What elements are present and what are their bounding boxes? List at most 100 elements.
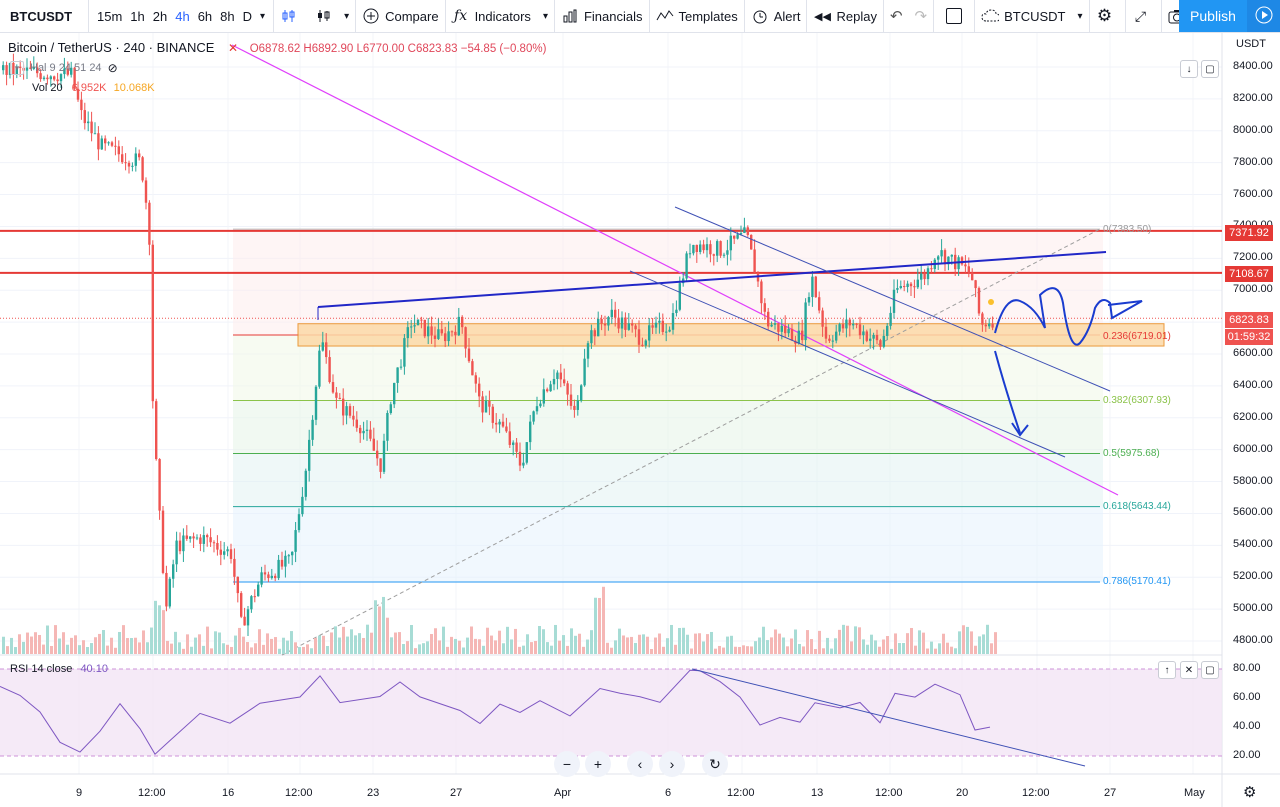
- volume-bar: [538, 625, 541, 654]
- alert-button[interactable]: Alert: [743, 0, 807, 33]
- volume-bar: [974, 645, 977, 654]
- templates-button[interactable]: Templates: [648, 0, 744, 33]
- volume-bar: [502, 643, 505, 654]
- study-legend-line: ▾ Hal 9 24 51 24 ⊘: [10, 61, 118, 75]
- volume-bar: [146, 642, 149, 654]
- maximize-rsi-button[interactable]: ▢: [1201, 661, 1219, 679]
- timeframe-d[interactable]: D: [242, 8, 253, 24]
- layout-save-button[interactable]: BTCUSDT ▾: [974, 0, 1088, 33]
- publish-button[interactable]: Publish: [1179, 0, 1247, 32]
- timeframe-4h[interactable]: 4h: [175, 8, 190, 24]
- candle-body: [678, 283, 681, 310]
- volume-bar: [658, 633, 661, 654]
- candle-body: [620, 317, 624, 329]
- rsi-tick: 20.00: [1233, 749, 1261, 761]
- candle-body: [699, 244, 702, 252]
- timeframe-2h[interactable]: 2h: [152, 8, 168, 24]
- candle-body: [886, 325, 889, 336]
- timeframe-1h[interactable]: 1h: [130, 8, 145, 24]
- redo-button[interactable]: ↷: [909, 0, 934, 33]
- volume-bar: [918, 630, 921, 654]
- timeframe-6h[interactable]: 6h: [197, 8, 213, 24]
- timeframe-8h[interactable]: 8h: [220, 8, 235, 24]
- volume-bar: [614, 640, 617, 654]
- volume-bar: [102, 630, 105, 654]
- time-tick: 12:00: [138, 787, 166, 799]
- candle-body: [807, 297, 811, 303]
- candle-body: [865, 331, 868, 341]
- volume-bar: [434, 628, 437, 654]
- price-tick: 5600.00: [1233, 506, 1273, 519]
- undo-button[interactable]: ↶: [882, 0, 909, 33]
- candle-body: [875, 335, 879, 341]
- time-axis-settings-icon[interactable]: ⚙: [1243, 784, 1257, 801]
- chevron-down-icon[interactable]: ▾: [542, 10, 548, 22]
- close-x-icon[interactable]: ✕: [228, 41, 239, 55]
- settings-button[interactable]: ⚙: [1088, 0, 1125, 33]
- candle-body: [627, 323, 630, 330]
- reset-chart-button[interactable]: ↻: [702, 751, 728, 777]
- chart-style-button[interactable]: [273, 0, 309, 33]
- fullscreen-layout-button[interactable]: [933, 0, 974, 33]
- eye-slash-icon[interactable]: ⊘: [107, 61, 118, 75]
- fullscreen-button[interactable]: ⤢: [1124, 0, 1161, 33]
- candle-body: [729, 235, 732, 251]
- scroll-down-button[interactable]: ↓: [1180, 60, 1198, 78]
- timeframe-15m[interactable]: 15m: [97, 8, 123, 24]
- candle-body: [19, 66, 22, 68]
- volume-bar: [110, 637, 113, 654]
- volume-bar: [786, 646, 789, 654]
- candle-body: [610, 309, 613, 318]
- volume-bar: [282, 637, 285, 654]
- candle-body: [314, 386, 318, 420]
- volume-bar: [158, 605, 161, 654]
- candle-body: [926, 268, 930, 280]
- candle-body: [87, 121, 90, 124]
- chevron-down-icon: ▾: [1077, 10, 1083, 22]
- expand-icon: ⤢: [1134, 7, 1147, 24]
- candle-body: [389, 404, 392, 413]
- zoom-in-button[interactable]: +: [585, 751, 611, 777]
- candle-body: [76, 88, 80, 100]
- indicators-button[interactable]: ƒx Indicators ▾: [444, 0, 554, 33]
- candle-body: [274, 575, 277, 579]
- publish-menu-button[interactable]: [1247, 0, 1280, 32]
- replay-button[interactable]: ◀◀ Replay: [806, 0, 882, 33]
- price-chart[interactable]: [0, 33, 1280, 807]
- scroll-left-button[interactable]: ‹: [627, 751, 653, 777]
- candle-body: [236, 576, 239, 594]
- play-circle-icon: [1255, 6, 1273, 27]
- candle-body: [964, 264, 967, 267]
- volume-bar: [562, 635, 565, 654]
- volume-bar: [138, 642, 141, 654]
- scroll-right-button[interactable]: ›: [659, 751, 685, 777]
- rsi-tick: 60.00: [1233, 691, 1261, 703]
- close-pane-button[interactable]: ✕: [1180, 661, 1198, 679]
- symbol-title[interactable]: Bitcoin / TetherUS · 240 · BINANCE: [8, 40, 215, 55]
- timeframe-dropdown-icon[interactable]: ▾: [260, 10, 266, 22]
- bars-style-button[interactable]: ▾: [309, 0, 355, 33]
- volume-bar: [362, 637, 365, 654]
- move-up-button[interactable]: ↑: [1158, 661, 1176, 679]
- drawings-layer: [0, 44, 1222, 656]
- maximize-pane-button[interactable]: ▢: [1201, 60, 1219, 78]
- financials-button[interactable]: Financials: [553, 0, 649, 33]
- hand-drawn-arrowhead: [1011, 422, 1029, 437]
- candle-body: [328, 357, 331, 383]
- candle-body: [158, 459, 161, 511]
- volume-bar: [542, 629, 545, 654]
- candle-body: [161, 510, 165, 573]
- volume-legend: Vol 20 6.952K 10.068K: [32, 82, 155, 94]
- compare-button[interactable]: Compare: [355, 0, 444, 33]
- volume-bar: [914, 645, 917, 654]
- templates-label: Templates: [678, 8, 738, 24]
- time-tick: 12:00: [727, 787, 755, 799]
- zoom-out-button[interactable]: −: [554, 751, 580, 777]
- symbol-search-button[interactable]: BTCUSDT: [0, 0, 88, 33]
- volume-bar: [686, 634, 689, 654]
- rsi-line: [0, 669, 991, 755]
- collapse-icon[interactable]: ▾: [10, 61, 24, 75]
- volume-bar: [398, 632, 401, 654]
- candle-body: [423, 319, 426, 337]
- volume-bar: [910, 627, 913, 654]
